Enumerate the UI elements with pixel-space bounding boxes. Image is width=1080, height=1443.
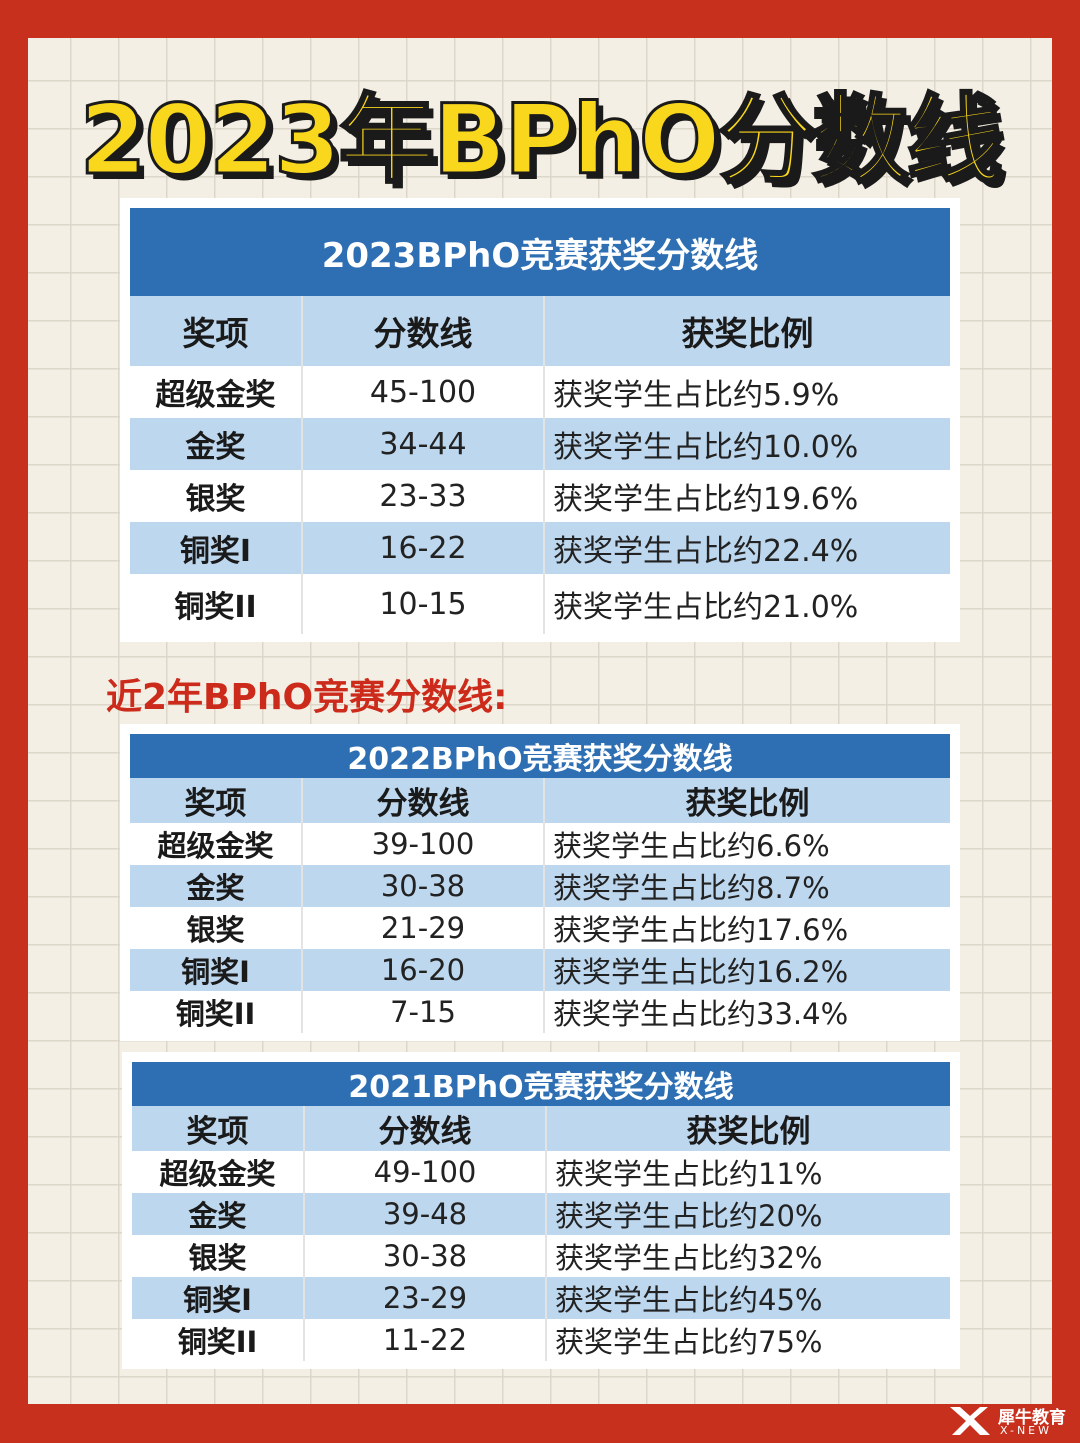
score-cell: 49-100 [304,1151,547,1193]
header-score: 分数线 [304,1106,547,1151]
brand-name: 犀牛教育 [998,1408,1066,1428]
award-cell: 铜奖II [130,991,303,1033]
award-cell: 金奖 [130,865,303,907]
ratio-cell: 获奖学生占比约10.0% [544,418,950,470]
score-cell: 23-33 [302,470,545,522]
table-row: 超级金奖 49-100 获奖学生占比约11% [132,1151,950,1193]
ratio-cell: 获奖学生占比约6.6% [544,823,950,865]
table-row: 金奖 30-38 获奖学生占比约8.7% [130,865,950,907]
ratio-cell: 获奖学生占比约20% [546,1193,950,1235]
award-cell: 超级金奖 [130,366,303,418]
score-cell: 30-38 [302,865,545,907]
table-row: 铜奖I 16-20 获奖学生占比约16.2% [130,949,950,991]
table-row: 铜奖II 7-15 获奖学生占比约33.4% [130,991,950,1033]
table-row: 银奖 23-33 获奖学生占比约19.6% [130,470,950,522]
ratio-cell: 获奖学生占比约75% [546,1319,950,1361]
ratio-cell: 获奖学生占比约19.6% [544,470,950,522]
award-cell: 超级金奖 [130,823,303,865]
x-logo-icon [950,1407,990,1435]
ratio-cell: 获奖学生占比约45% [546,1277,950,1319]
table-header-row: 奖项 分数线 获奖比例 [130,296,950,366]
header-ratio: 获奖比例 [546,1106,950,1151]
score-cell: 23-29 [304,1277,547,1319]
award-cell: 银奖 [130,907,303,949]
table-row: 铜奖I 16-22 获奖学生占比约22.4% [130,522,950,574]
score-cell: 16-20 [302,949,545,991]
page-title: 2023年BPhO分数线 [78,83,1004,198]
table-row: 超级金奖 39-100 获奖学生占比约6.6% [130,823,950,865]
table-row: 铜奖II 11-22 获奖学生占比约75% [132,1319,950,1361]
header-ratio: 获奖比例 [544,778,950,823]
score-table-2022: 2022BPhO竞赛获奖分数线 奖项 分数线 获奖比例 超级金奖 39-100 … [120,724,960,1041]
award-cell: 银奖 [132,1235,305,1277]
score-cell: 45-100 [302,366,545,418]
ratio-cell: 获奖学生占比约21.0% [544,574,950,634]
award-cell: 铜奖I [130,949,303,991]
header-ratio: 获奖比例 [544,296,950,366]
header-score: 分数线 [302,778,545,823]
award-cell: 金奖 [130,418,303,470]
score-cell: 39-100 [302,823,545,865]
award-cell: 铜奖II [132,1319,305,1361]
score-table-2021: 2021BPhO竞赛获奖分数线 奖项 分数线 获奖比例 超级金奖 49-100 … [122,1052,960,1369]
award-cell: 银奖 [130,470,303,522]
header-award: 奖项 [132,1106,305,1151]
brand-watermark: 犀牛教育 X-NEW [946,1403,1074,1439]
ratio-cell: 获奖学生占比约5.9% [544,366,950,418]
award-cell: 铜奖I [132,1277,305,1319]
score-cell: 16-22 [302,522,545,574]
award-cell: 铜奖I [130,522,303,574]
header-score: 分数线 [302,296,545,366]
ratio-cell: 获奖学生占比约8.7% [544,865,950,907]
score-cell: 10-15 [302,574,545,634]
score-cell: 39-48 [304,1193,547,1235]
ratio-cell: 获奖学生占比约32% [546,1235,950,1277]
table-row: 金奖 39-48 获奖学生占比约20% [132,1193,950,1235]
table-row: 银奖 21-29 获奖学生占比约17.6% [130,907,950,949]
table-row: 银奖 30-38 获奖学生占比约32% [132,1235,950,1277]
score-cell: 11-22 [304,1319,547,1361]
score-cell: 21-29 [302,907,545,949]
ratio-cell: 获奖学生占比约17.6% [544,907,950,949]
brand-sub: X-NEW [1000,1424,1053,1437]
score-cell: 30-38 [304,1235,547,1277]
table-caption: 2023BPhO竞赛获奖分数线 [130,208,950,296]
table-caption: 2022BPhO竞赛获奖分数线 [130,734,950,778]
table-row: 金奖 34-44 获奖学生占比约10.0% [130,418,950,470]
table-row: 铜奖II 10-15 获奖学生占比约21.0% [130,574,950,634]
score-cell: 34-44 [302,418,545,470]
score-table-2023: 2023BPhO竞赛获奖分数线 奖项 分数线 获奖比例 超级金奖 45-100 … [120,198,960,642]
header-award: 奖项 [130,778,303,823]
award-cell: 金奖 [132,1193,305,1235]
ratio-cell: 获奖学生占比约33.4% [544,991,950,1033]
ratio-cell: 获奖学生占比约16.2% [544,949,950,991]
award-cell: 超级金奖 [132,1151,305,1193]
section-heading: 近2年BPhO竞赛分数线: [106,677,508,718]
ratio-cell: 获奖学生占比约22.4% [544,522,950,574]
table-row: 铜奖I 23-29 获奖学生占比约45% [132,1277,950,1319]
award-cell: 铜奖II [130,574,303,634]
header-award: 奖项 [130,296,303,366]
table-header-row: 奖项 分数线 获奖比例 [130,778,950,823]
table-row: 超级金奖 45-100 获奖学生占比约5.9% [130,366,950,418]
table-caption: 2021BPhO竞赛获奖分数线 [132,1062,950,1106]
ratio-cell: 获奖学生占比约11% [546,1151,950,1193]
table-header-row: 奖项 分数线 获奖比例 [132,1106,950,1151]
score-cell: 7-15 [302,991,545,1033]
